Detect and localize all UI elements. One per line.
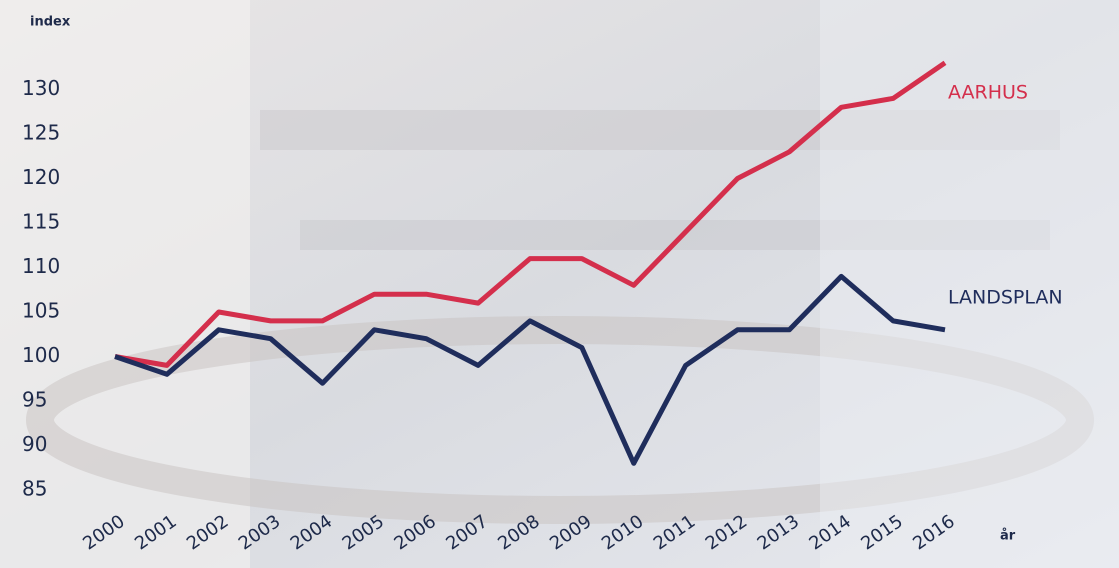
line	[114, 273, 946, 466]
line	[114, 60, 947, 368]
series-label: LANDSPLAN	[948, 286, 1063, 308]
arch	[26, 316, 1094, 524]
y-tick-label: 125	[22, 121, 60, 145]
y-tick-label: 105	[22, 299, 60, 323]
y-tick-label: 85	[22, 477, 47, 501]
series-label: AARHUS	[948, 81, 1028, 103]
y-tick-label: 110	[22, 254, 60, 278]
y-tick-label: 90	[22, 432, 47, 456]
y-tick-label: 95	[22, 388, 47, 412]
y-tick-label: 115	[22, 210, 60, 234]
beam	[260, 110, 1060, 150]
window	[820, 0, 1119, 568]
y-axis-label: index	[30, 15, 71, 30]
y-tick-label: 120	[22, 165, 60, 189]
y-tick-label: 130	[22, 76, 60, 100]
x-axis-label: år	[1000, 529, 1016, 544]
y-tick-label: 100	[22, 343, 60, 367]
